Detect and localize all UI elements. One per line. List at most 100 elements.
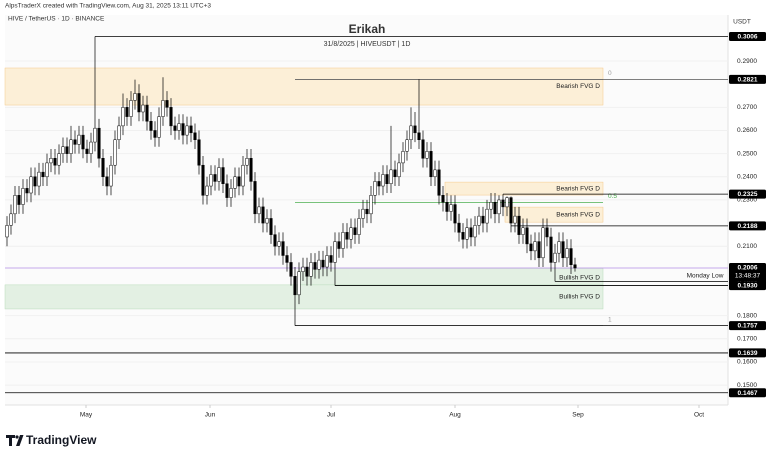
level-badge xyxy=(729,189,766,199)
candle-body xyxy=(329,255,333,263)
candle-body xyxy=(65,146,69,154)
currency: USDT xyxy=(733,19,751,26)
candle-body xyxy=(217,167,221,182)
fvg-zone xyxy=(4,67,604,106)
candle-body xyxy=(453,204,457,224)
candle-body xyxy=(405,139,409,152)
fib-label: 0.5 xyxy=(608,193,617,200)
candle-body xyxy=(97,127,101,159)
candle-body xyxy=(337,241,341,249)
countdown: 13:48:37 xyxy=(735,273,761,280)
candle-body xyxy=(385,174,389,184)
candle-body xyxy=(505,197,509,208)
level-label: 0.1467 xyxy=(738,390,758,397)
y-tick-label: 0.2900 xyxy=(737,58,757,65)
zone-label: Bullish FVG D xyxy=(559,274,600,281)
candle-body xyxy=(389,169,393,184)
candle-body xyxy=(521,227,525,235)
candle-body xyxy=(81,134,85,150)
candle-body xyxy=(557,241,561,254)
candle-body xyxy=(353,227,357,235)
x-tick-label: Sep xyxy=(572,412,584,419)
candle-body xyxy=(349,227,353,240)
candle-body xyxy=(305,266,309,277)
candle-body xyxy=(549,236,553,263)
candle-body xyxy=(225,183,229,198)
x-tick-label: Jul xyxy=(327,412,336,419)
candle-body xyxy=(17,195,21,205)
candle-body xyxy=(437,169,441,196)
candle-body xyxy=(149,120,153,131)
last-price-label: 0.2006 xyxy=(738,265,758,272)
level-label: 0.1757 xyxy=(738,323,758,330)
candle-body xyxy=(5,225,9,238)
level-badge xyxy=(729,281,766,291)
level-badge xyxy=(729,32,766,42)
candle-body xyxy=(313,262,317,270)
candle-body xyxy=(105,176,109,187)
candle-body xyxy=(501,199,505,208)
candle-body xyxy=(229,188,233,198)
candle-body xyxy=(293,276,297,296)
candle-body xyxy=(21,188,25,205)
zone-label: Bearish FVG D xyxy=(556,211,600,218)
candle-body xyxy=(381,174,385,187)
candle-body xyxy=(393,169,397,178)
candle-body xyxy=(357,218,361,235)
candle-body xyxy=(525,227,529,245)
candle-body xyxy=(345,232,349,240)
candle-body xyxy=(433,169,437,178)
candle-body xyxy=(365,208,369,215)
fvg-zone xyxy=(504,206,604,223)
candle-body xyxy=(49,158,53,164)
candle-body xyxy=(413,125,417,134)
y-tick-label: 0.2300 xyxy=(737,197,757,204)
candle-body xyxy=(249,158,253,182)
symbol: HIVE / TetherUS · 1D · BINANCE xyxy=(8,16,105,23)
level-label: 0.2325 xyxy=(738,191,758,198)
fvg-zone xyxy=(298,267,604,288)
candle-body xyxy=(37,171,41,187)
candle-body xyxy=(537,241,541,259)
candle-body xyxy=(257,206,261,215)
candle-body xyxy=(133,93,137,101)
fvg-zone xyxy=(444,181,604,196)
y-tick-label: 0.2500 xyxy=(737,150,757,157)
candle-body xyxy=(121,107,125,127)
candle-body xyxy=(573,264,577,269)
candle-body xyxy=(189,125,193,134)
candle-body xyxy=(237,176,241,187)
candle-body xyxy=(57,153,61,166)
candle-body xyxy=(93,127,97,143)
candle-body xyxy=(509,197,513,224)
candle-body xyxy=(13,195,17,215)
candle-body xyxy=(41,171,45,178)
fvg-zone xyxy=(4,284,604,310)
candle-body xyxy=(241,164,245,187)
candle-body xyxy=(201,164,205,196)
candle-body xyxy=(233,176,237,189)
credit: AlpsTraderX created with TradingView.com… xyxy=(5,3,211,10)
candle-body xyxy=(441,195,445,203)
candle-body xyxy=(261,206,265,224)
y-tick-label: 0.2400 xyxy=(737,174,757,181)
candle-body xyxy=(73,139,77,145)
candle-body xyxy=(145,104,149,122)
candle-body xyxy=(101,158,105,178)
candle-body xyxy=(265,218,269,224)
brand: TradingView xyxy=(26,433,97,447)
candle-body xyxy=(465,227,469,240)
candle-body xyxy=(561,241,565,259)
candle-body xyxy=(341,232,345,249)
candle-body xyxy=(417,132,421,141)
candle-body xyxy=(29,176,33,194)
candle-body xyxy=(429,151,433,178)
candle-body xyxy=(425,151,429,159)
candle-body xyxy=(69,139,73,154)
candle-body xyxy=(129,100,133,117)
candle-body xyxy=(153,130,157,138)
chart-title: Erikah xyxy=(349,22,386,36)
candle-body xyxy=(141,104,145,113)
candle-body xyxy=(493,201,497,215)
candle-body xyxy=(321,259,325,268)
